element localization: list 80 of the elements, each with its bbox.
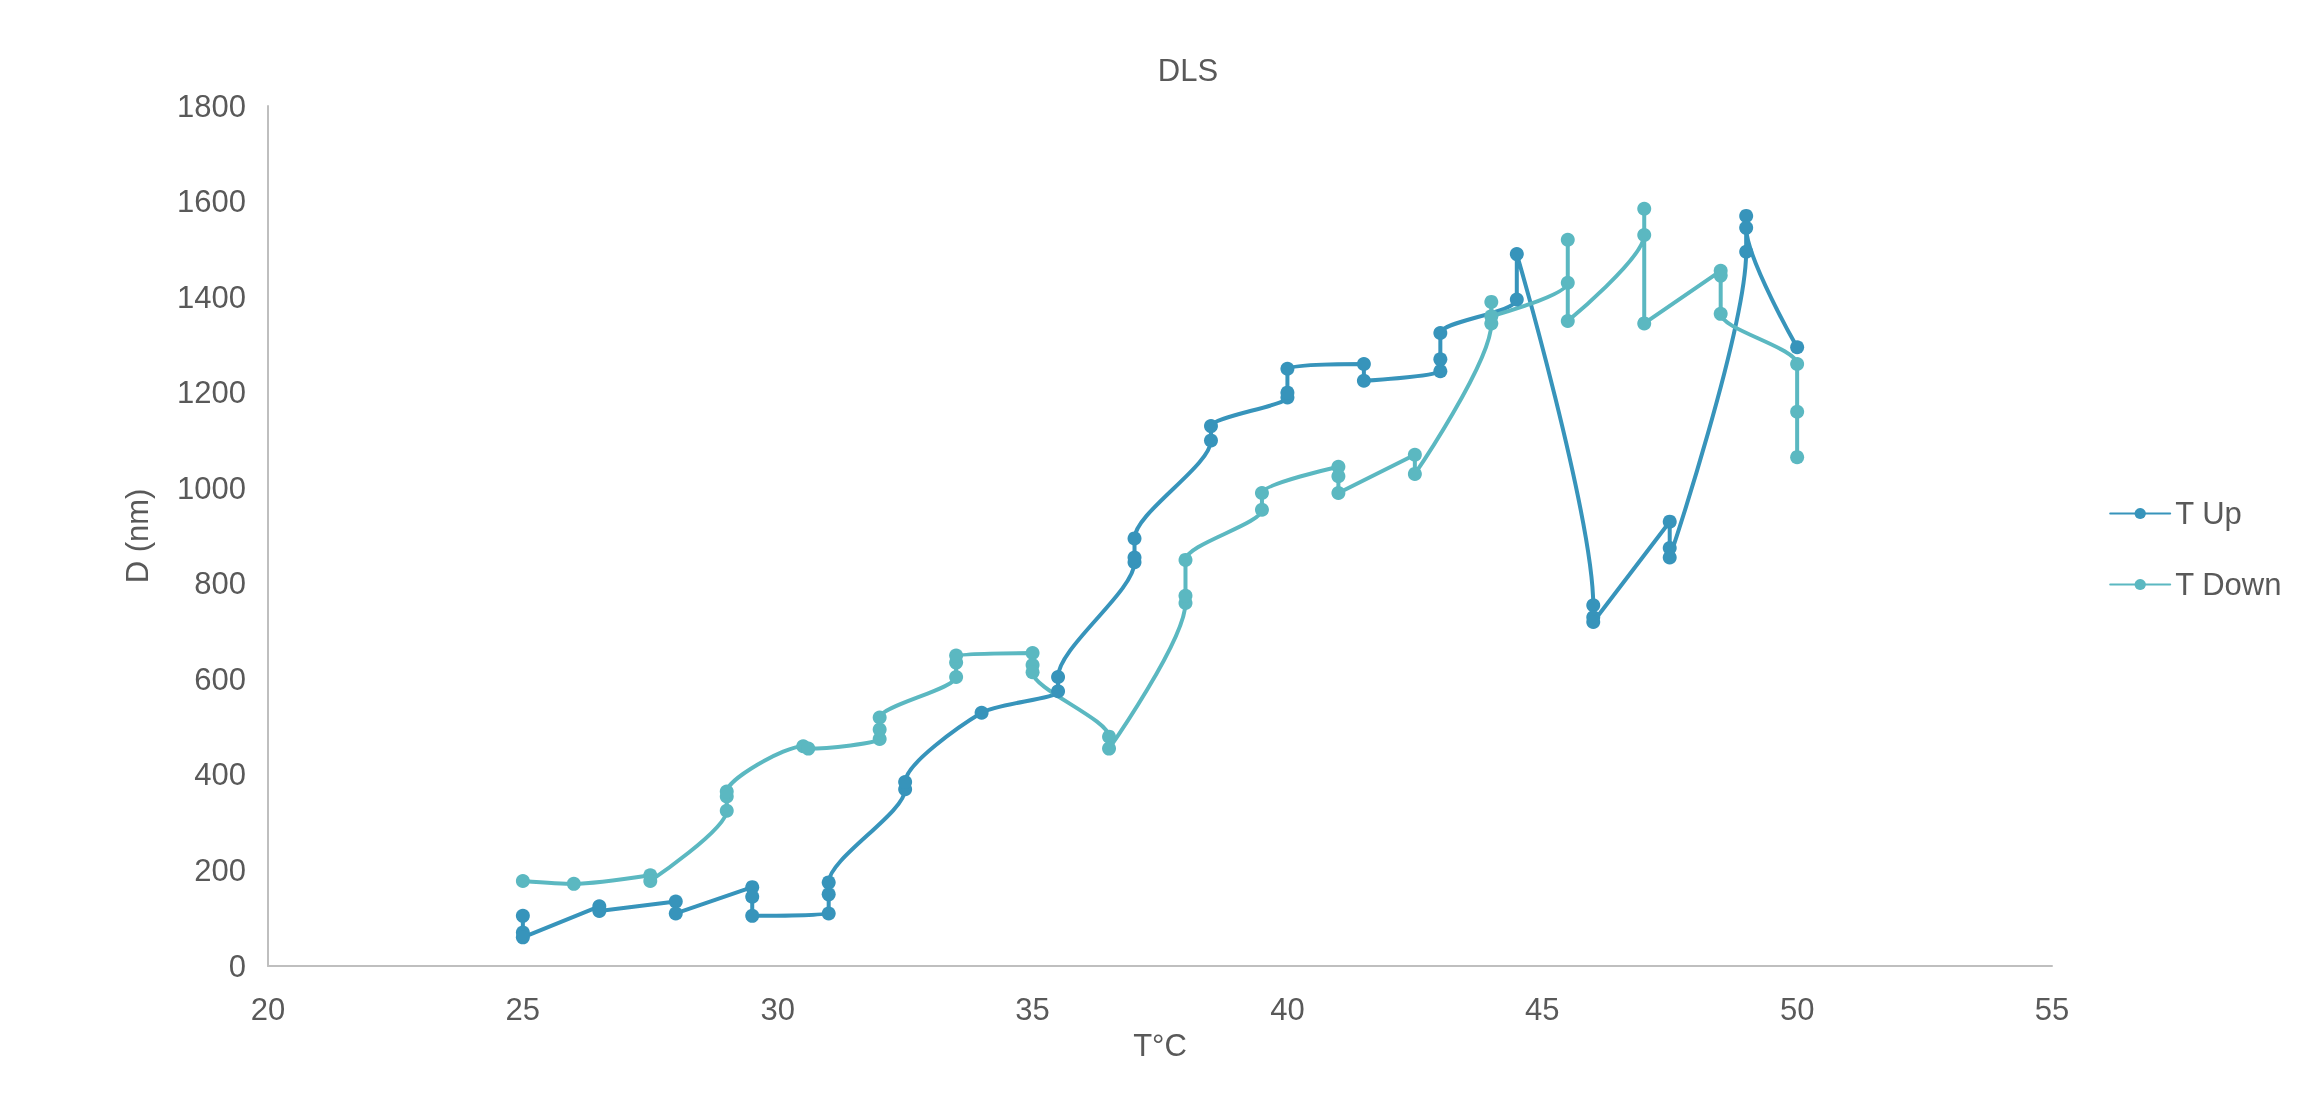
point [1637, 316, 1652, 331]
point [1102, 729, 1117, 744]
point [949, 669, 964, 684]
point [1025, 646, 1040, 661]
point [1331, 486, 1346, 500]
point [1407, 466, 1422, 481]
x-tick-label: 55 [2034, 992, 2070, 1027]
point [1662, 550, 1677, 565]
point [1433, 325, 1448, 340]
point [1102, 741, 1117, 756]
point [1407, 447, 1422, 462]
point [1790, 357, 1805, 371]
point [1051, 669, 1066, 684]
x-tick-label: 50 [1779, 992, 1815, 1027]
point [1739, 208, 1754, 223]
point [821, 887, 836, 902]
point [515, 908, 530, 923]
point [1637, 228, 1652, 242]
point [1280, 361, 1295, 376]
point [1051, 684, 1066, 699]
point [1790, 340, 1805, 355]
point [1560, 232, 1575, 247]
point [1509, 247, 1524, 262]
point [1331, 469, 1346, 484]
point [1254, 502, 1269, 517]
point [1739, 244, 1754, 259]
point [1356, 357, 1371, 371]
point [1739, 220, 1754, 235]
point [1790, 450, 1805, 465]
x-axis-title: T°C [1133, 1027, 1187, 1063]
point [745, 889, 760, 904]
point [872, 710, 887, 725]
y-tick-label: 0 [228, 948, 246, 984]
point [801, 741, 816, 756]
legend-label: T Up [2175, 496, 2242, 531]
point [1509, 292, 1524, 307]
point [1433, 352, 1448, 367]
y-tick-label: 600 [194, 661, 246, 697]
y-tick-label: 200 [194, 852, 246, 888]
point [1662, 514, 1677, 529]
point [821, 875, 836, 890]
point [566, 876, 581, 891]
point [719, 803, 734, 818]
y-tick-label: 1800 [177, 88, 246, 124]
point [872, 722, 887, 737]
point [1127, 531, 1142, 546]
point [974, 705, 989, 720]
x-tick-label: 25 [505, 992, 541, 1027]
point [821, 906, 836, 921]
point [1586, 598, 1601, 613]
point [1356, 373, 1371, 388]
point [1484, 294, 1499, 309]
y-tick-label: 1400 [177, 279, 246, 315]
x-tick-label: 40 [1270, 992, 1305, 1027]
point [1203, 433, 1218, 448]
point [1433, 364, 1448, 379]
point [1560, 314, 1575, 328]
y-tick-label: 400 [194, 757, 246, 793]
y-tick-label: 1200 [177, 375, 246, 411]
y-tick-label: 1600 [177, 184, 246, 220]
point [515, 873, 530, 888]
y-tick-label: 800 [194, 566, 246, 602]
y-tick-label: 1000 [177, 470, 246, 506]
x-tick-label: 20 [250, 992, 286, 1027]
x-tick-label: 45 [1525, 992, 1560, 1027]
point [668, 906, 683, 921]
x-tick-label: 35 [1015, 992, 1050, 1027]
point [1178, 552, 1193, 567]
point [668, 894, 683, 909]
point [1203, 419, 1218, 434]
point [1254, 486, 1269, 500]
point [745, 908, 760, 923]
legend-label: T Down [2175, 567, 2282, 602]
y-axis-title: D (nm) [120, 488, 155, 584]
point [1637, 201, 1652, 216]
x-tick-label: 30 [760, 992, 795, 1027]
point [1790, 404, 1805, 419]
point [1560, 275, 1575, 290]
chart-title: DLS [1157, 53, 1219, 88]
point [1713, 306, 1728, 321]
